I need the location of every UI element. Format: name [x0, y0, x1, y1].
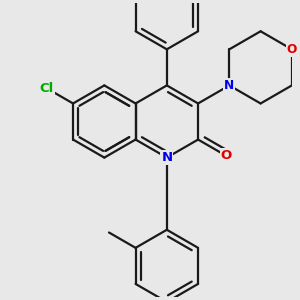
Text: Cl: Cl [39, 82, 54, 94]
Text: O: O [287, 43, 297, 56]
Text: O: O [220, 149, 232, 162]
Text: N: N [161, 151, 172, 164]
Text: N: N [224, 79, 235, 92]
